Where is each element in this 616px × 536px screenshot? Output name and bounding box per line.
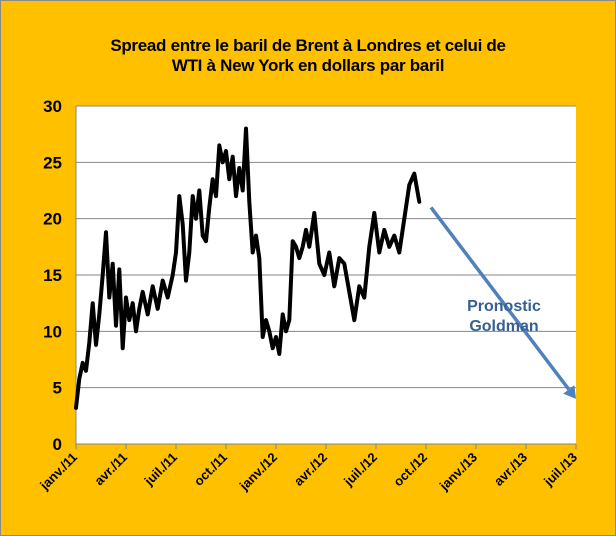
y-tick-label: 15	[43, 266, 62, 285]
y-tick-label: 25	[43, 153, 62, 172]
annotation-line-1: Pronostic	[467, 298, 541, 315]
x-tick-label: oct./11	[191, 450, 230, 489]
x-tick-label: avr./13	[491, 450, 530, 489]
x-tick-label: janv./12	[236, 450, 280, 494]
x-tick-label: avr./11	[91, 450, 130, 489]
x-tick-label: juil./11	[141, 450, 180, 489]
x-tick-label: oct./12	[390, 450, 430, 490]
x-axis: janv./11 avr./11 juil./11 oct./11 janv./12 av…	[36, 443, 580, 494]
x-tick-label: juil./12	[340, 450, 380, 490]
y-tick-label: 0	[53, 435, 62, 454]
y-tick-label: 20	[43, 210, 62, 229]
chart-title-line-2: WTI à New York en dollars par baril	[171, 56, 445, 75]
forecast-arrow	[429, 206, 576, 399]
spread-line	[74, 126, 422, 410]
x-tick-label: juil./13	[540, 450, 580, 490]
arrow-shaft	[429, 206, 571, 391]
arrow-head-icon	[563, 385, 576, 399]
chart-title: Spread entre le baril de Brent à Londres…	[0, 36, 616, 76]
data-series	[74, 126, 422, 410]
x-tick-label: avr./12	[291, 450, 330, 489]
y-axis: 0 5 10 15 20 25 30	[43, 97, 77, 454]
x-tick-label: janv./11	[36, 450, 80, 494]
y-tick-label: 5	[53, 379, 62, 398]
y-tick-label: 10	[43, 322, 62, 341]
x-tick-label: janv./13	[436, 450, 480, 494]
annotation-line-2: Goldman	[469, 318, 538, 335]
chart-title-line-1: Spread entre le baril de Brent à Londres…	[110, 36, 506, 55]
y-tick-label: 30	[43, 97, 62, 116]
